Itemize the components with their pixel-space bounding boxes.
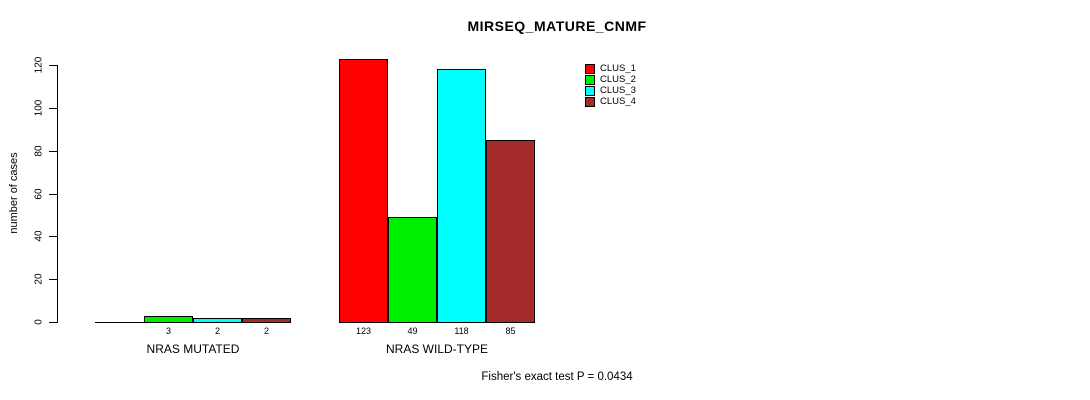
y-axis-tick [49,236,57,237]
bar-value-label: 3 [165,326,171,336]
y-axis-tick [49,322,57,323]
y-axis-tick [49,65,57,66]
pvalue-annotation: Fisher's exact test P = 0.0434 [481,371,633,383]
legend-item-clus_3: CLUS_3 [585,85,636,96]
y-tick-label: 80 [33,145,45,157]
y-axis-tick [49,194,57,195]
y-tick-label: 40 [33,230,45,242]
bar-clus_1 [339,59,388,323]
y-axis-tick [49,279,57,280]
bar-clus_3 [193,318,242,323]
y-axis-tick [49,151,57,152]
bar-value-label: 118 [454,326,469,336]
y-tick-label: 100 [33,99,45,117]
bar-clus_4 [242,318,291,323]
legend-swatch-clus_4 [585,96,595,107]
legend-label: CLUS_2 [600,74,636,85]
bar-value-label: 49 [407,326,418,336]
legend-item-clus_4: CLUS_4 [585,96,636,107]
bar-clus_2 [388,217,437,323]
y-axis-tick [49,108,57,109]
bar-clus_4 [486,140,535,323]
y-axis-label: number of cases [8,152,20,234]
bar-value-label: 123 [355,326,372,336]
bar-clus_3 [437,69,486,323]
legend-swatch-clus_3 [585,85,595,96]
y-tick-label: 60 [33,188,45,200]
bar-value-label: 2 [214,326,220,336]
y-tick-label: 20 [33,273,45,285]
legend-swatch-clus_1 [585,63,595,74]
legend-item-clus_1: CLUS_1 [585,63,636,74]
legend-label: CLUS_4 [600,96,636,107]
bar-value-label: 2 [263,326,269,336]
legend-label: CLUS_3 [600,85,636,96]
y-tick-label: 0 [33,319,45,325]
chart-title: MIRSEQ_MATURE_CNMF [467,18,647,34]
y-tick-label: 120 [33,56,45,74]
x-category-label: NRAS MUTATED [146,342,240,356]
bar-clus_1-zero [95,322,145,323]
legend-label: CLUS_1 [600,63,636,74]
legend-item-clus_2: CLUS_2 [585,74,636,85]
y-axis-line [57,65,58,323]
legend: CLUS_1 CLUS_2 CLUS_3 CLUS_4 [585,63,636,107]
bar-clus_2 [144,316,193,323]
x-category-label: NRAS WILD-TYPE [385,342,488,356]
bar-value-label: 85 [505,326,516,336]
legend-swatch-clus_2 [585,74,595,85]
